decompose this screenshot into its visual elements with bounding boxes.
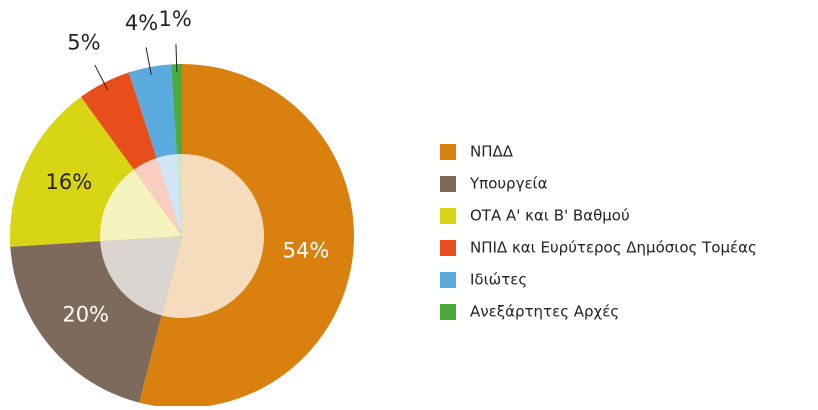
legend-swatch: [440, 272, 456, 288]
value-label: 5%: [67, 31, 100, 55]
slice-inner: [100, 236, 182, 316]
slice-inner: [161, 154, 264, 318]
value-label: 1%: [159, 7, 192, 31]
leader-line: [145, 47, 152, 75]
legend-label: ΝΠΙΔ και Ευρύτερος Δημόσιος Τομέας: [470, 239, 757, 257]
legend-swatch: [440, 304, 456, 320]
value-label: 20%: [62, 303, 109, 327]
leader-line: [94, 64, 108, 91]
value-label: 16%: [46, 170, 93, 194]
leader-line: [175, 44, 178, 73]
legend-swatch: [440, 208, 456, 224]
value-label: 54%: [283, 239, 330, 263]
legend-label: ΝΠΔΔ: [470, 143, 514, 161]
legend-label: Ανεξάρτητες Αρχές: [470, 303, 619, 321]
slice-inner: [176, 154, 182, 236]
legend-label: ΟΤΑ Α' και Β' Βαθμού: [470, 207, 630, 225]
legend-label: Υπουργεία: [469, 175, 548, 193]
legend-swatch: [440, 144, 456, 160]
slice-inner: [156, 154, 182, 236]
legend-swatch: [440, 240, 456, 256]
slice-inner: [100, 169, 182, 242]
legend-label: Ιδιώτες: [470, 271, 527, 289]
value-label: 4%: [125, 11, 158, 35]
legend-swatch: [440, 176, 456, 192]
slice-inner: [133, 158, 182, 236]
